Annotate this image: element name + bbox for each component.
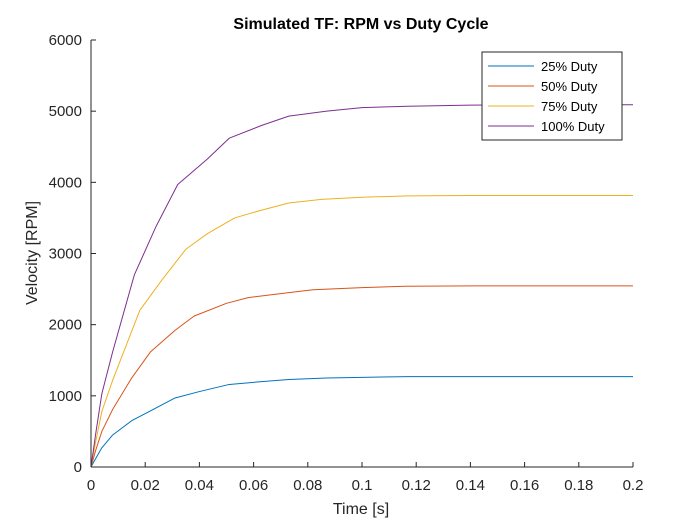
y-tick-label: 5000 (49, 103, 82, 120)
y-tick-label: 2000 (49, 317, 82, 334)
legend-items: 25% Duty 50% Duty 75% Duty 100% Duty (488, 59, 605, 134)
legend-label-1: 25% Duty (541, 59, 598, 74)
legend-label-4: 100% Duty (541, 119, 605, 134)
x-tick-label: 0.08 (293, 477, 322, 494)
series-line-1 (90, 376, 633, 468)
y-tick-label: 6000 (49, 32, 82, 49)
legend-box (481, 51, 623, 141)
series-layer (90, 104, 633, 468)
x-tick-label: 0.1 (352, 477, 373, 494)
y-tick-label: 3000 (49, 246, 82, 263)
legend-label-3: 75% Duty (541, 99, 598, 114)
series-line-4 (90, 104, 633, 468)
chart-title: Simulated TF: RPM vs Duty Cycle (233, 16, 488, 33)
x-tick-label: 0.04 (185, 477, 214, 494)
y-tick-label: 4000 (49, 174, 82, 191)
x-tick-label: 0.06 (239, 477, 268, 494)
x-tick-label: 0.16 (510, 477, 539, 494)
legend: 25% Duty 50% Duty 75% Duty 100% Duty (481, 51, 623, 141)
x-ticks-layer: 0 0.02 0.04 0.06 0.08 0.1 0.12 0.14 0.16 0.18 0.2 (87, 462, 644, 494)
x-tick-label: 0.2 (623, 477, 644, 494)
series-line-2 (90, 285, 633, 468)
x-tick-label: 0.12 (402, 477, 431, 494)
x-tick-label: 0 (87, 477, 95, 494)
x-tick-label: 0.18 (564, 477, 593, 494)
x-tick-label: 0.14 (456, 477, 485, 494)
y-tick-label: 1000 (49, 388, 82, 405)
y-axis-title: Velocity [RPM] (24, 201, 41, 305)
x-tick-label: 0.02 (131, 477, 160, 494)
y-ticks-layer: 0 1000 2000 3000 4000 5000 6000 (49, 32, 96, 476)
legend-label-2: 50% Duty (541, 79, 598, 94)
y-tick-label: 0 (74, 459, 82, 476)
series-line-3 (90, 195, 633, 468)
x-axis-title: Time [s] (333, 501, 389, 518)
